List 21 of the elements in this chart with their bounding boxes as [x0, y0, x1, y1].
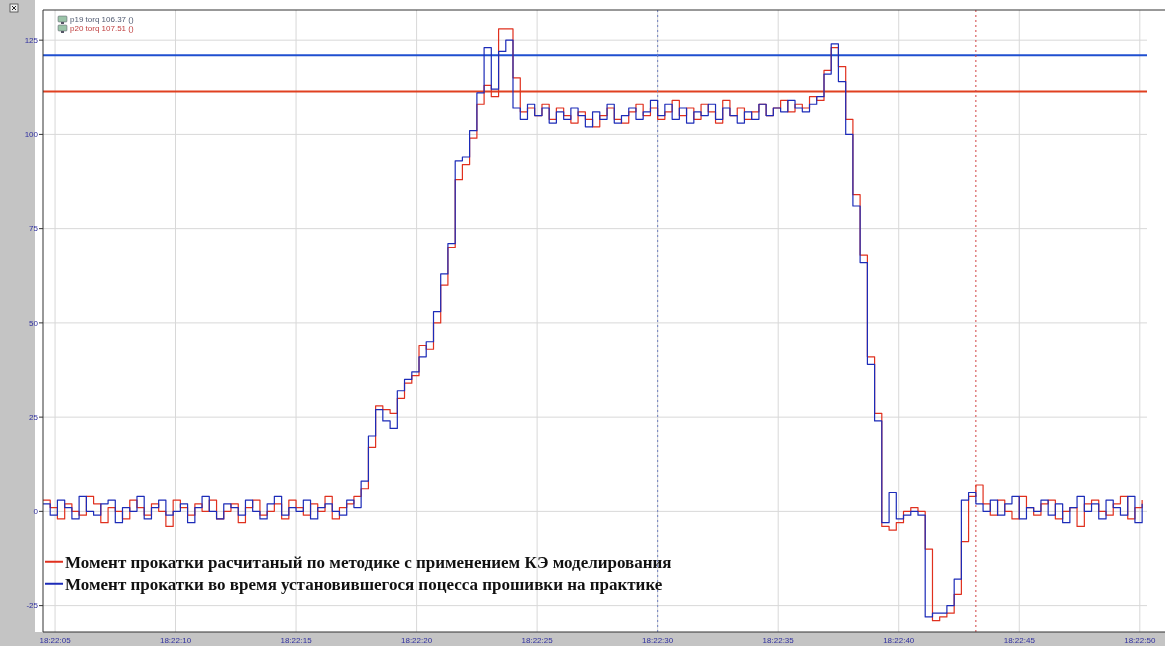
y-tick-label: 0 — [33, 507, 39, 517]
x-tick-label: 18:22:05 — [39, 636, 72, 645]
x-tick-label: 18:22:10 — [159, 636, 192, 645]
y-tick-label: 100 — [24, 130, 39, 140]
annotation: p20 torq 107.51 () — [70, 24, 134, 33]
x-tick-label: 18:22:40 — [883, 636, 915, 645]
x-tick-label: 18:22:50 — [1124, 636, 1156, 645]
y-tick-label: 25 — [29, 412, 39, 422]
x-tick-label: 18:22:20 — [401, 636, 433, 645]
y-tick-label: 50 — [29, 318, 39, 328]
x-tick-label: 18:22:35 — [762, 636, 795, 645]
x-tick-label: 18:22:30 — [642, 636, 674, 645]
x-tick-label: 18:22:45 — [1003, 636, 1036, 645]
y-tick-label: -25 — [26, 601, 39, 611]
annotation: p19 torq 106.37 () — [70, 15, 134, 24]
legend-label: Момент прокатки во время установившегося поцесса прошивки на практике — [65, 574, 663, 594]
legend-label: Момент прокатки расчитаный по методике с применением КЭ моделирования — [65, 552, 672, 572]
y-tick-label: 75 — [29, 224, 39, 234]
x-tick-label: 18:22:25 — [521, 636, 554, 645]
x-tick-label: 18:22:15 — [280, 636, 313, 645]
y-tick-label: 125 — [24, 35, 39, 45]
